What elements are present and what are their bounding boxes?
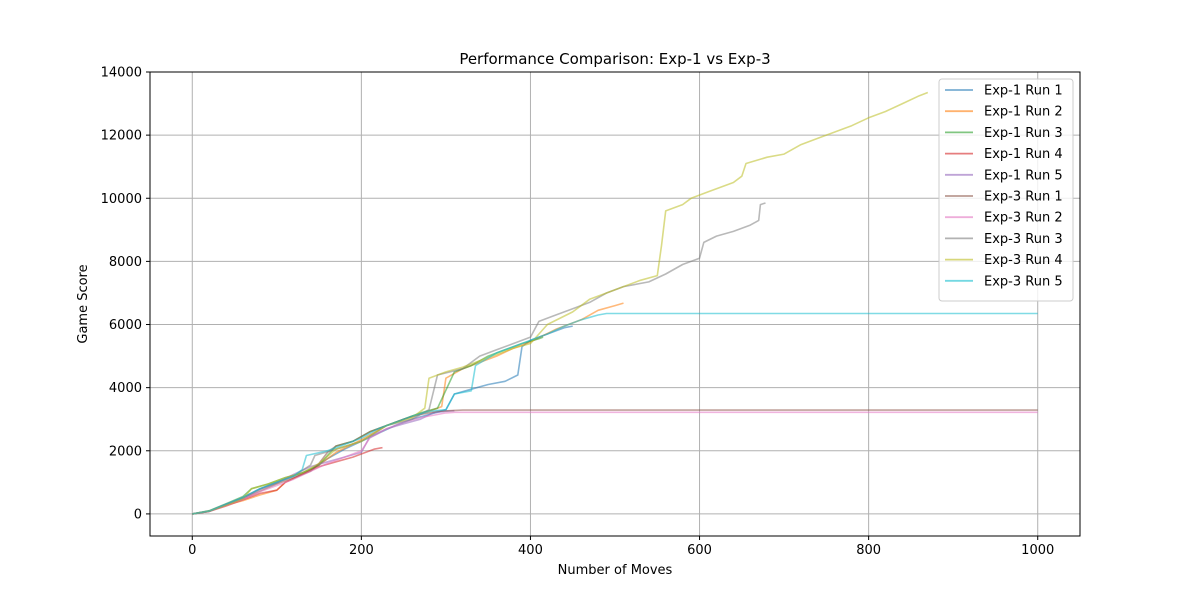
legend-label: Exp-1 Run 3 bbox=[984, 126, 1063, 141]
y-tick-label: 4000 bbox=[109, 381, 142, 396]
axis-ticks: 0 200 400 600 800 100002000400060008000100001… bbox=[101, 66, 1055, 559]
legend-label: Exp-1 Run 5 bbox=[984, 168, 1063, 183]
series-line-exp-3-run-4 bbox=[192, 91, 929, 515]
y-tick-label: 14000 bbox=[101, 66, 142, 81]
series-layer bbox=[192, 91, 1038, 515]
legend-label: Exp-3 Run 2 bbox=[984, 211, 1063, 226]
x-tick-label: 1000 bbox=[1021, 543, 1054, 558]
x-tick-label: 0 bbox=[188, 543, 196, 558]
y-tick-label: 8000 bbox=[109, 255, 142, 270]
y-tick-label: 0 bbox=[134, 507, 142, 522]
legend-label: Exp-1 Run 4 bbox=[984, 147, 1063, 162]
x-tick-label: 800 bbox=[856, 543, 881, 558]
series-line-exp-3-run-5 bbox=[192, 312, 1038, 515]
y-tick-label: 6000 bbox=[109, 318, 142, 333]
plot-frame bbox=[149, 71, 1081, 537]
y-axis-label: Game Score bbox=[76, 264, 91, 343]
legend-box bbox=[938, 78, 1074, 302]
x-axis-label: Number of Moves bbox=[558, 563, 673, 578]
legend-label: Exp-1 Run 1 bbox=[984, 84, 1063, 99]
legend-label: Exp-3 Run 4 bbox=[984, 253, 1063, 268]
x-tick-label: 200 bbox=[349, 543, 374, 558]
chart-title: Performance Comparison: Exp-1 vs Exp-3 bbox=[459, 50, 770, 68]
legend: Exp-1 Run 1 Exp-1 Run 2 Exp-1 Run 3 Exp-1 R… bbox=[938, 78, 1074, 302]
legend-label: Exp-3 Run 5 bbox=[984, 274, 1063, 289]
y-tick-label: 10000 bbox=[101, 192, 142, 207]
y-tick-label: 12000 bbox=[101, 129, 142, 144]
legend-label: Exp-3 Run 3 bbox=[984, 232, 1063, 247]
y-tick-label: 2000 bbox=[109, 444, 142, 459]
x-tick-label: 400 bbox=[518, 543, 543, 558]
x-tick-label: 600 bbox=[687, 543, 712, 558]
legend-label: Exp-1 Run 2 bbox=[984, 105, 1063, 120]
legend-label: Exp-3 Run 1 bbox=[984, 190, 1063, 205]
